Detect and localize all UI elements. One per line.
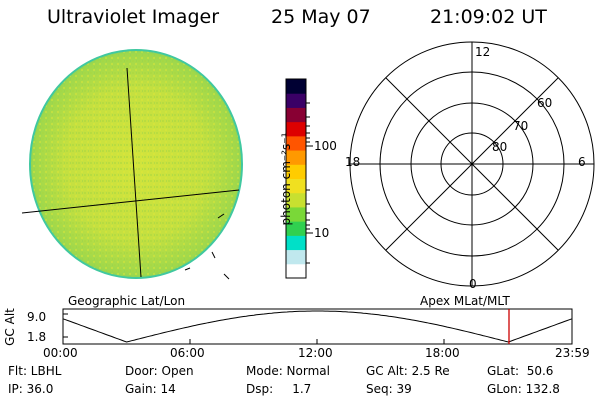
info-glat: GLat: 50.6 bbox=[487, 364, 554, 378]
mlat-label-80: 80 bbox=[492, 140, 508, 154]
timeline-panel bbox=[62, 308, 573, 345]
timeline-ticks bbox=[62, 313, 573, 344]
info-mode: Mode: Normal bbox=[246, 364, 330, 378]
grid-fragments bbox=[184, 213, 230, 280]
instrument-title: Ultraviolet Imager bbox=[47, 6, 220, 28]
alt-tick-low: 1.8 bbox=[27, 330, 47, 344]
timeline-frame bbox=[62, 308, 573, 345]
info-glon: GLon: 132.8 bbox=[487, 382, 560, 396]
time-tick-1800: 18:00 bbox=[425, 346, 460, 360]
info-filter: Flt: LBHL bbox=[8, 364, 62, 378]
colorbar-segment bbox=[286, 178, 306, 194]
info-seq: Seq: 39 bbox=[366, 382, 412, 396]
uv-image bbox=[21, 49, 243, 280]
info-door: Door: Open bbox=[125, 364, 194, 378]
uv-image-limb bbox=[29, 49, 243, 279]
time-tick-0600: 06:00 bbox=[170, 346, 205, 360]
mlt-label-right: 6 bbox=[578, 155, 586, 169]
colorbar-segment bbox=[286, 206, 306, 222]
meridian-line bbox=[126, 67, 142, 278]
parallel-line bbox=[21, 189, 240, 214]
info-ip: IP: 36.0 bbox=[8, 382, 54, 396]
time-tick-0000: 00:00 bbox=[43, 346, 78, 360]
colorbar bbox=[285, 78, 307, 279]
info-gain: Gain: 14 bbox=[125, 382, 176, 396]
geographic-caption: Geographic Lat/Lon bbox=[68, 294, 186, 308]
colorbar-segment bbox=[286, 263, 306, 279]
mlt-label-left: 18 bbox=[345, 155, 361, 169]
colorbar-segment bbox=[286, 249, 306, 265]
colorbar-segment bbox=[286, 93, 306, 108]
colorbar-segment bbox=[286, 79, 306, 94]
time-tick-2359: 23:59 bbox=[555, 346, 590, 360]
uv-image-noise bbox=[30, 50, 242, 278]
mlt-label-top: 12 bbox=[475, 45, 491, 59]
colorbar-segment bbox=[286, 221, 306, 236]
info-gc-alt: GC Alt: 2.5 Re bbox=[366, 364, 450, 378]
polar-plot bbox=[349, 41, 595, 287]
colorbar-frame bbox=[285, 78, 307, 279]
colorbar-segment bbox=[286, 192, 306, 208]
time-label: 21:09:02 UT bbox=[430, 6, 547, 28]
colorbar-segment bbox=[286, 107, 306, 123]
colorbar-segment bbox=[286, 164, 306, 179]
colorbar-segment bbox=[286, 135, 306, 151]
colorbar-unit-label: photon cm⁻²s⁻¹ bbox=[279, 132, 293, 226]
colorbar-segment bbox=[286, 121, 306, 137]
info-dsp: Dsp: 1.7 bbox=[246, 382, 312, 396]
alt-tick-high: 9.0 bbox=[27, 310, 47, 324]
mlt-label-bottom: 0 bbox=[469, 277, 477, 291]
mlat-label-60: 60 bbox=[537, 96, 553, 110]
colorbar-ticks bbox=[306, 102, 313, 264]
alt-axis-label: GC Alt bbox=[3, 308, 17, 346]
mlat-label-70: 70 bbox=[513, 119, 529, 133]
date-label: 25 May 07 bbox=[271, 6, 371, 28]
colorbar-tick-100: 100 bbox=[314, 139, 337, 153]
colorbar-segment bbox=[286, 235, 306, 251]
apex-caption: Apex MLat/MLT bbox=[420, 294, 510, 308]
time-tick-1200: 12:00 bbox=[298, 346, 333, 360]
altitude-curve bbox=[62, 310, 573, 343]
polar-diagonal-2 bbox=[385, 77, 559, 251]
colorbar-tick-10: 10 bbox=[314, 226, 330, 240]
colorbar-segment bbox=[286, 150, 306, 165]
